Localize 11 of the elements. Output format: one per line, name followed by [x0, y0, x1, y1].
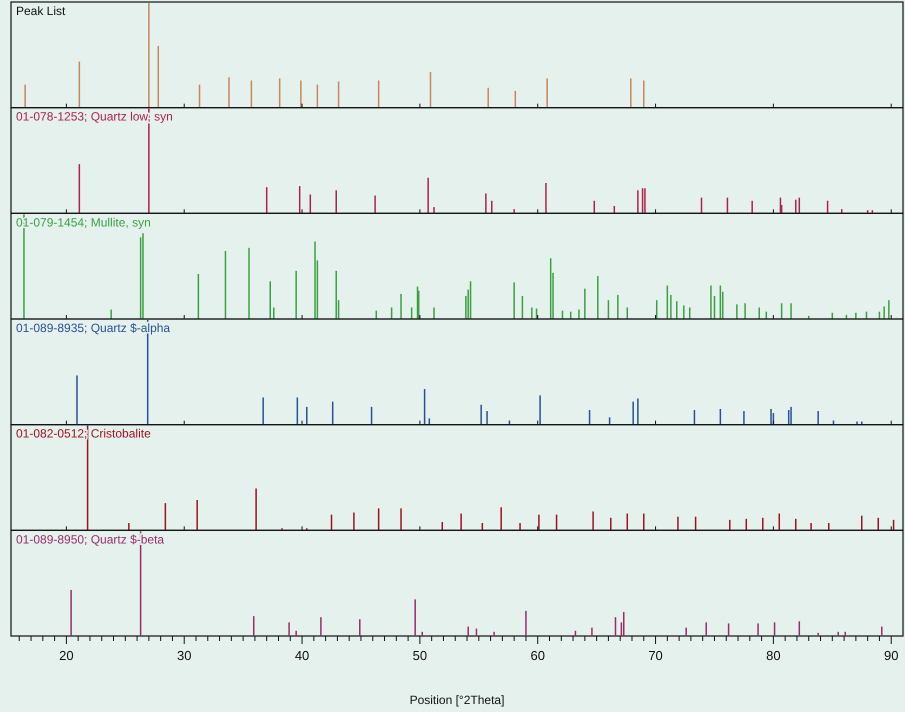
chart-title: Peak List: [16, 4, 66, 18]
x-tick-label: 60: [530, 648, 545, 663]
chart-title: 01-082-0512; Cristobalite: [16, 426, 152, 441]
x-axis-title: Position [°2Theta]: [410, 693, 504, 707]
x-tick-label: 80: [766, 648, 781, 663]
x-tick-label: 70: [648, 648, 663, 663]
x-tick-label: 20: [59, 648, 74, 663]
x-tick-label: 40: [294, 648, 310, 663]
x-tick-label: 30: [176, 648, 192, 663]
x-tick-label: 50: [412, 648, 428, 663]
x-tick-label: 90: [884, 648, 898, 663]
